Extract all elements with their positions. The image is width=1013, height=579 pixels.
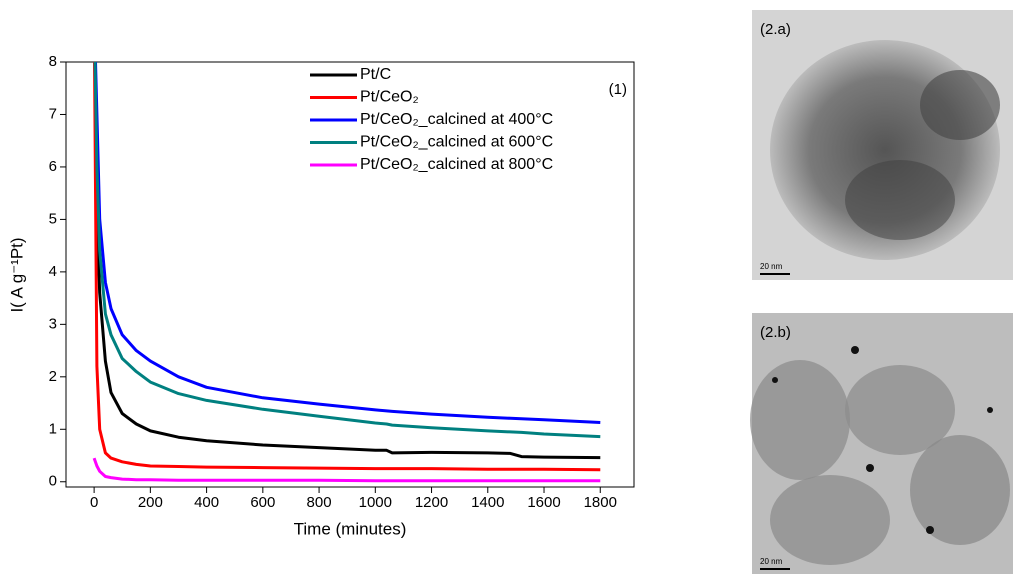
x-tick-label: 200 [138, 494, 163, 511]
series-line [93, 62, 601, 472]
x-axis-label: Time (minutes) [294, 519, 407, 538]
particle [910, 435, 1010, 545]
legend-label: Pt/C [360, 66, 391, 83]
series-line [93, 62, 601, 424]
y-tick-label: 2 [49, 368, 57, 385]
y-tick-label: 1 [49, 420, 57, 437]
y-tick-label: 6 [49, 158, 57, 175]
legend-label: Pt/CeO₂_calcined at 600°C [360, 134, 553, 151]
particle [772, 377, 778, 383]
scale-label: 20 nm [760, 262, 783, 271]
x-tick-label: 1800 [584, 494, 617, 511]
series-line [93, 62, 601, 460]
legend-label: Pt/CeO₂_calcined at 800°C [360, 156, 553, 173]
tem-image-a: (2.a) 20 nm [752, 10, 1013, 280]
particle [845, 365, 955, 455]
x-tick-label: 600 [250, 494, 275, 511]
scale-label: 20 nm [760, 557, 783, 566]
y-tick-label: 3 [49, 315, 57, 332]
particle [987, 407, 993, 413]
x-tick-label: 1400 [471, 494, 504, 511]
particle [851, 346, 859, 354]
particle-cluster [845, 160, 955, 240]
particle [866, 464, 874, 472]
tem-image-b: (2.b) 20 nm [750, 313, 1013, 574]
y-tick-label: 5 [49, 210, 57, 227]
x-tick-label: 400 [194, 494, 219, 511]
y-tick-label: 7 [49, 105, 57, 122]
legend-label: Pt/CeO₂_calcined at 400°C [360, 111, 553, 128]
plot-lines [92, 62, 601, 483]
particle [750, 360, 850, 480]
image-label: (2.a) [760, 21, 791, 38]
y-tick-label: 4 [49, 263, 57, 280]
y-tick-label: 8 [49, 53, 57, 70]
particle-cluster [920, 70, 1000, 140]
y-axis-label: I( A g⁻¹Pt) [7, 237, 26, 312]
x-tick-label: 800 [307, 494, 332, 511]
annotation: (1) [609, 81, 627, 98]
x-tick-label: 0 [90, 494, 98, 511]
particle [926, 526, 934, 534]
x-tick-label: 1600 [527, 494, 560, 511]
legend-label: Pt/CeO₂ [360, 89, 419, 106]
series-line [92, 457, 601, 483]
series-line [93, 62, 601, 439]
x-tick-label: 1000 [359, 494, 392, 511]
y-tick-label: 0 [49, 473, 57, 490]
image-label: (2.b) [760, 324, 791, 341]
particle [770, 475, 890, 565]
plot-frame [65, 61, 635, 488]
x-tick-label: 1200 [415, 494, 448, 511]
